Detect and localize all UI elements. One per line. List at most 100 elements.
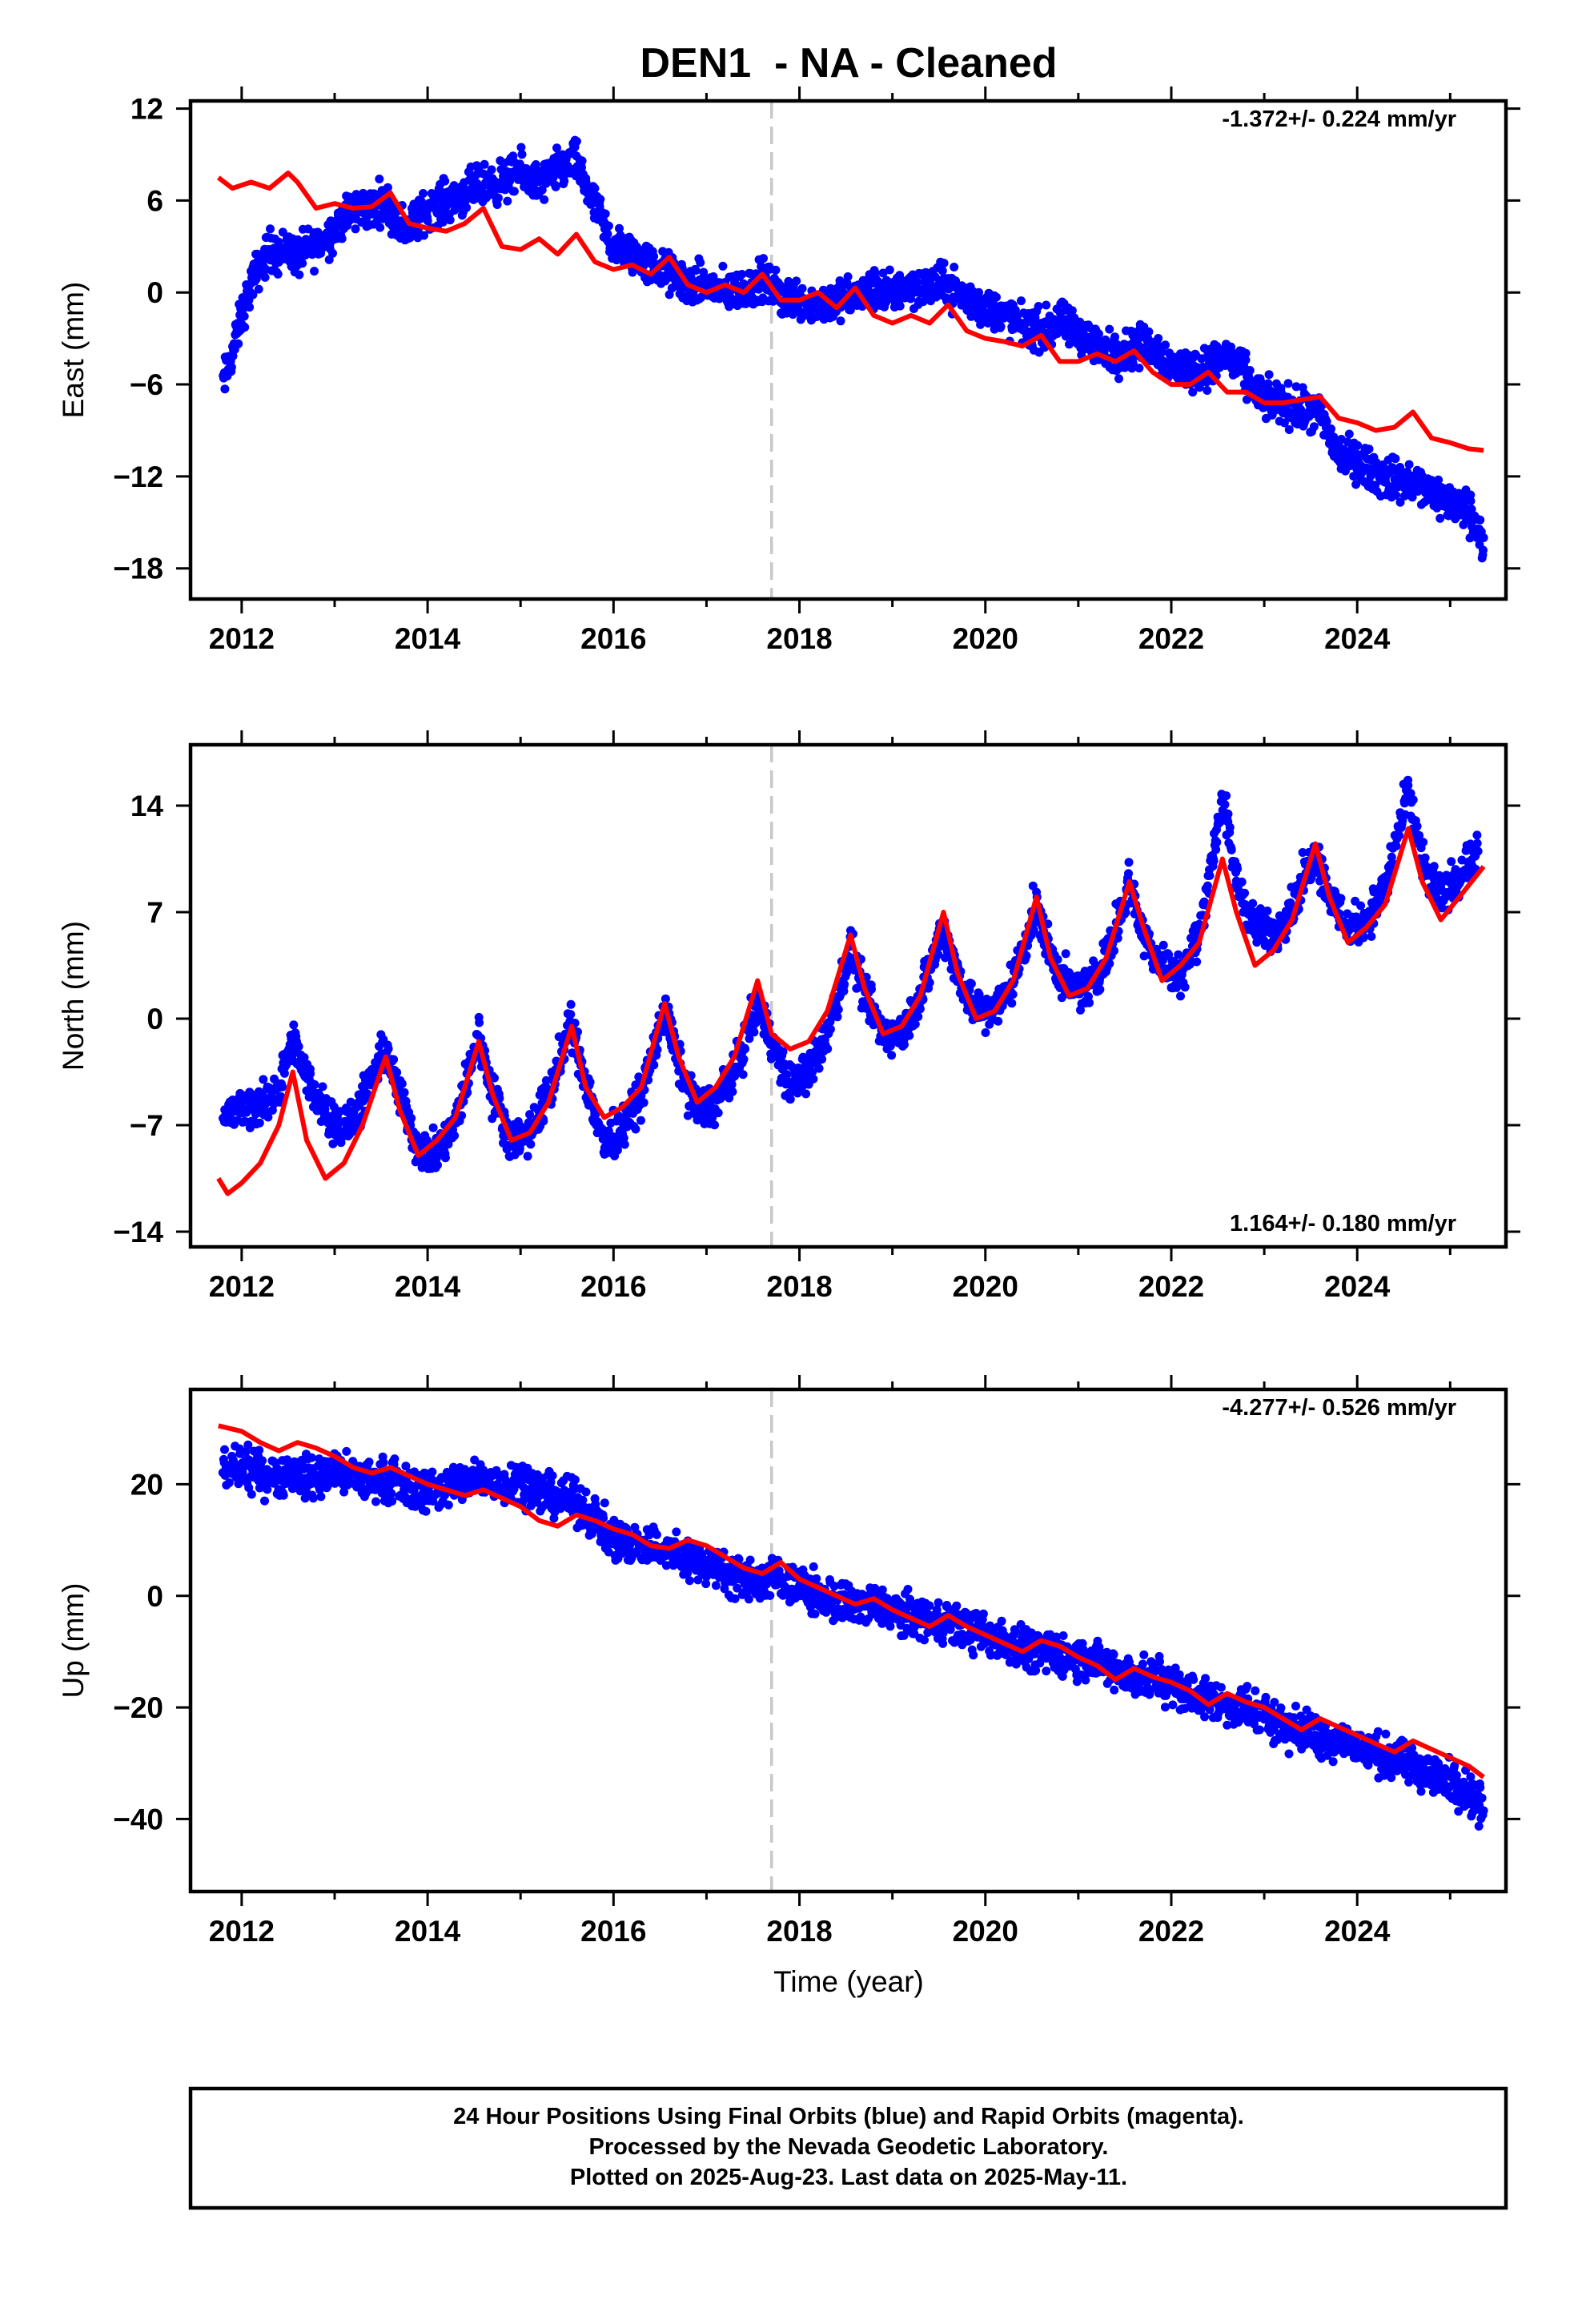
data-point xyxy=(771,265,781,275)
data-point xyxy=(801,1089,811,1099)
data-point xyxy=(1283,379,1293,388)
data-point xyxy=(540,195,549,204)
data-point xyxy=(227,363,236,372)
data-point xyxy=(1223,809,1233,818)
data-point xyxy=(950,263,959,271)
data-point xyxy=(337,234,347,243)
data-point xyxy=(1407,493,1417,502)
data-point xyxy=(596,195,605,204)
data-point xyxy=(566,1010,576,1019)
data-point xyxy=(649,251,659,261)
data-point xyxy=(278,1082,287,1092)
data-point xyxy=(1467,505,1476,514)
data-point xyxy=(1435,513,1445,523)
velocity-annotation: -1.372+/- 0.224 mm/yr xyxy=(1222,107,1456,132)
data-point xyxy=(220,384,230,394)
data-point xyxy=(445,215,455,225)
data-point xyxy=(260,1496,269,1506)
x-tick-label: 2022 xyxy=(1138,1270,1204,1303)
data-point xyxy=(1391,841,1401,850)
data-point xyxy=(1124,858,1134,867)
y-tick-label: 0 xyxy=(147,1003,163,1035)
data-point xyxy=(450,1131,460,1140)
data-point xyxy=(1192,957,1202,967)
data-point xyxy=(1105,324,1114,334)
x-tick-label: 2018 xyxy=(766,1270,832,1303)
data-point xyxy=(258,1456,267,1466)
data-point xyxy=(516,143,526,152)
data-point xyxy=(825,1024,835,1034)
data-point xyxy=(1395,830,1404,840)
data-point xyxy=(994,1016,1003,1026)
data-point xyxy=(1391,490,1401,500)
data-point xyxy=(808,1067,817,1076)
data-point xyxy=(1344,429,1354,439)
data-point xyxy=(833,1005,843,1015)
data-point xyxy=(1124,869,1133,879)
data-point xyxy=(263,1112,273,1122)
data-point xyxy=(1139,951,1149,961)
data-point xyxy=(1466,497,1476,506)
plot-frame xyxy=(188,99,1508,601)
data-point xyxy=(400,1088,409,1097)
data-point xyxy=(577,156,587,166)
data-point xyxy=(1408,795,1418,805)
data-point xyxy=(493,193,503,203)
data-point xyxy=(649,1060,659,1070)
data-point xyxy=(1205,870,1215,880)
data-point xyxy=(738,1070,748,1080)
data-point xyxy=(1387,852,1396,862)
data-point xyxy=(1263,907,1272,915)
data-point xyxy=(1434,475,1443,485)
data-point xyxy=(1479,545,1488,555)
data-point xyxy=(1128,358,1138,368)
x-tick-label: 2016 xyxy=(580,1270,646,1303)
y-axis-label: East (mm) xyxy=(57,282,90,419)
y-tick-label: 0 xyxy=(147,276,163,309)
data-point xyxy=(1309,422,1319,432)
data-point xyxy=(245,303,255,312)
data-point xyxy=(615,223,624,233)
data-point xyxy=(1061,332,1070,341)
data-point xyxy=(307,1453,316,1462)
data-point xyxy=(1188,388,1198,397)
data-point xyxy=(1061,949,1070,959)
x-tick-label: 2024 xyxy=(1324,1270,1391,1303)
data-point xyxy=(375,223,385,232)
data-point xyxy=(255,1118,264,1128)
data-point xyxy=(293,235,303,244)
data-point xyxy=(566,999,576,1009)
data-point xyxy=(817,1055,827,1064)
data-point xyxy=(1113,934,1122,943)
data-point xyxy=(759,254,768,263)
data-point xyxy=(267,1105,277,1115)
data-point xyxy=(1095,985,1105,995)
data-point xyxy=(560,176,569,186)
data-point xyxy=(241,1447,251,1457)
data-point xyxy=(220,1445,229,1454)
data-point xyxy=(1391,454,1400,464)
data-point xyxy=(1212,838,1222,847)
data-point xyxy=(407,1113,416,1123)
data-point xyxy=(339,1487,349,1497)
east-panel: 2012 2014 2016 2018 2020 2022 20241260−6−12−18… xyxy=(57,86,1520,655)
data-point xyxy=(1463,873,1472,883)
data-point xyxy=(487,165,496,175)
y-axis-label: North (mm) xyxy=(57,921,90,1071)
data-point xyxy=(737,270,747,279)
velocity-annotation: 1.164+/- 0.180 mm/yr xyxy=(1230,1211,1456,1236)
data-point xyxy=(1479,533,1488,542)
data-point xyxy=(639,1098,648,1108)
data-point xyxy=(895,301,905,311)
data-point xyxy=(600,209,610,219)
data-point xyxy=(1114,374,1123,384)
data-point xyxy=(792,276,801,286)
data-point xyxy=(603,229,612,239)
y-tick-label: −12 xyxy=(113,460,163,493)
data-point xyxy=(1336,894,1346,903)
data-point xyxy=(509,187,519,196)
y-tick-label: −14 xyxy=(113,1216,163,1248)
data-point xyxy=(1322,416,1331,426)
x-tick-label: 2016 xyxy=(580,622,646,655)
data-point xyxy=(1209,856,1219,866)
